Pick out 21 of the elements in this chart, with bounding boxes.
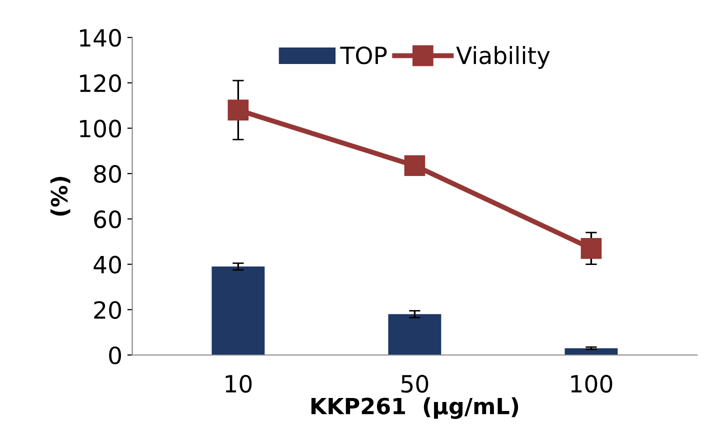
bar: [564, 348, 618, 356]
y-tick-label: 0: [109, 346, 121, 364]
legend-label: Viability: [456, 46, 550, 69]
y-tick-label: 40: [94, 256, 121, 274]
bar: [388, 314, 442, 356]
legend-label: TOP: [340, 46, 387, 64]
point: [228, 100, 249, 120]
bar: [212, 266, 265, 356]
y-tick-label: 140: [80, 28, 121, 47]
y-axis-title: (%): [50, 176, 70, 216]
y-tick-label: 60: [94, 210, 121, 228]
x-tick-label: 50: [402, 374, 428, 393]
x-axis-title: KKP261 (µg/mL): [311, 397, 518, 419]
point: [404, 155, 426, 176]
point: [580, 238, 602, 259]
y-tick-label: 100: [80, 120, 121, 138]
y-tick-label: 80: [94, 165, 121, 183]
y-tick-label: 120: [80, 74, 121, 92]
x-tick-label: 100: [571, 374, 612, 393]
x-tick-label: 10: [226, 374, 252, 393]
y-tick-label: 20: [94, 301, 121, 319]
